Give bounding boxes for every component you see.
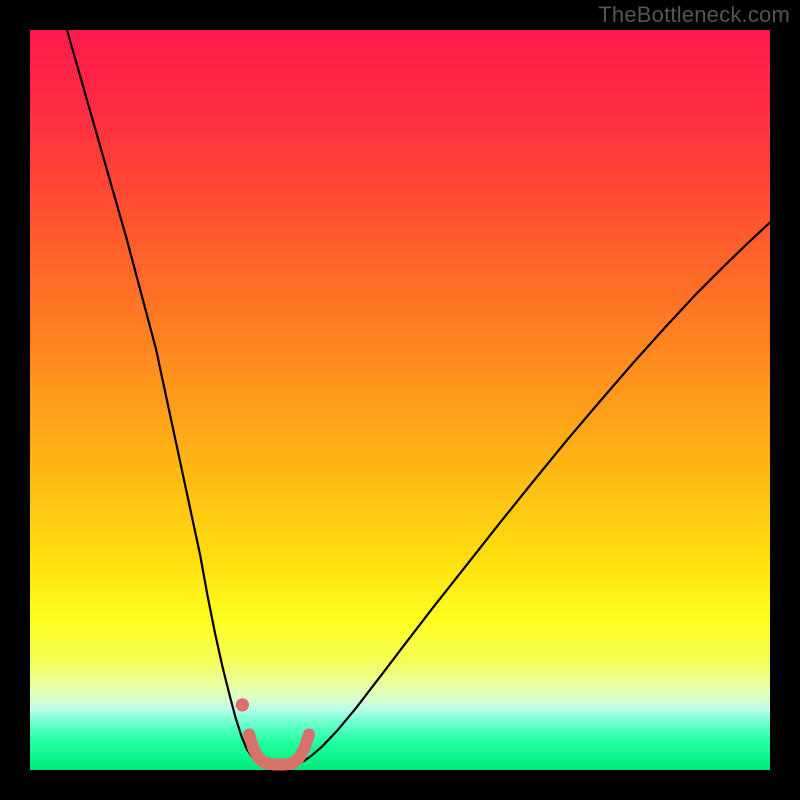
chart-stage: TheBottleneck.com (0, 0, 800, 800)
bottleneck-chart (0, 0, 800, 800)
watermark-text: TheBottleneck.com (598, 2, 790, 28)
curve-dot-left (236, 698, 249, 711)
plot-background (30, 30, 770, 770)
